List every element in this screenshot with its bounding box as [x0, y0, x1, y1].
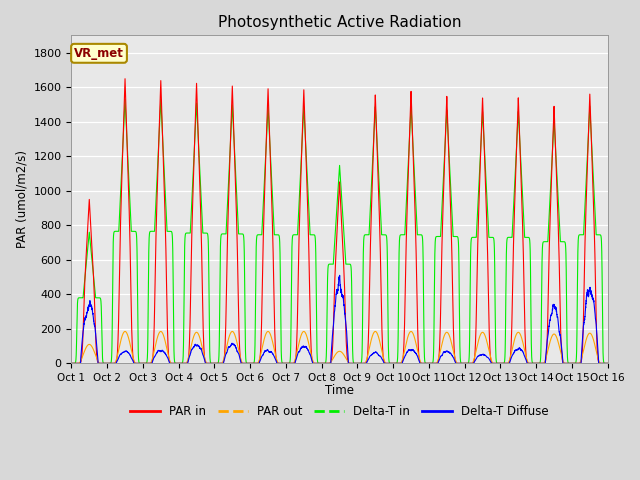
PAR out [413, 348, 421, 353]
Delta-T Diffuse [413, 353, 421, 359]
Delta-T Diffuse [602, 360, 610, 366]
PAR in [604, 360, 612, 366]
PAR out [121, 329, 129, 335]
Delta-T in [177, 360, 184, 366]
Line: Delta-T Diffuse: Delta-T Diffuse [72, 276, 608, 363]
PAR in [602, 360, 610, 366]
Delta-T in [68, 360, 76, 366]
Line: Delta-T in: Delta-T in [72, 99, 608, 363]
Delta-T Diffuse [68, 360, 76, 366]
PAR out [490, 360, 497, 366]
Delta-T in [182, 230, 190, 236]
Title: Photosynthetic Active Radiation: Photosynthetic Active Radiation [218, 15, 461, 30]
PAR in [177, 360, 184, 366]
PAR in [121, 76, 129, 82]
Delta-T in [490, 236, 497, 241]
PAR out [604, 360, 612, 366]
Legend: PAR in, PAR out, Delta-T in, Delta-T Diffuse: PAR in, PAR out, Delta-T in, Delta-T Dif… [125, 401, 554, 423]
Line: PAR out: PAR out [72, 332, 608, 363]
PAR in [490, 360, 497, 366]
PAR in [268, 214, 276, 219]
PAR in [413, 318, 421, 324]
X-axis label: Time: Time [325, 384, 354, 397]
Delta-T in [602, 360, 610, 366]
Delta-T in [121, 96, 129, 102]
Delta-T Diffuse [268, 350, 276, 356]
PAR out [602, 360, 610, 366]
PAR in [68, 360, 76, 366]
Delta-T in [604, 360, 612, 366]
Delta-T Diffuse [182, 360, 190, 366]
Delta-T in [268, 189, 276, 195]
Delta-T Diffuse [604, 360, 612, 366]
Delta-T in [413, 232, 421, 238]
PAR out [68, 360, 76, 366]
PAR out [182, 360, 190, 366]
PAR out [268, 337, 276, 343]
Delta-T Diffuse [336, 273, 344, 278]
Line: PAR in: PAR in [72, 79, 608, 363]
Text: VR_met: VR_met [74, 47, 124, 60]
PAR out [177, 360, 184, 366]
Y-axis label: PAR (umol/m2/s): PAR (umol/m2/s) [15, 150, 28, 248]
Delta-T Diffuse [490, 360, 497, 366]
PAR in [182, 360, 190, 366]
Delta-T Diffuse [177, 360, 184, 366]
